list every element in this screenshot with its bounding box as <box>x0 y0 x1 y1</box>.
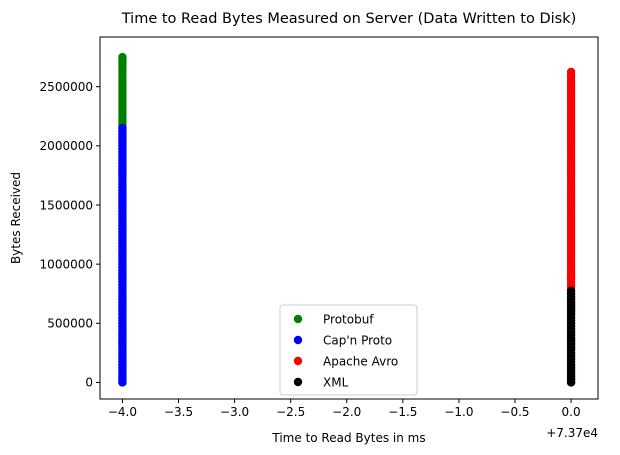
plot-frame <box>99 36 599 400</box>
chart-title: Time to Read Bytes Measured on Server (D… <box>121 11 577 27</box>
x-tick-label: 0.0 <box>562 405 581 419</box>
x-tick-label: −1.0 <box>444 405 473 419</box>
legend-marker <box>293 377 303 387</box>
data-point <box>566 67 576 77</box>
legend-item: Cap'n Proto <box>293 333 392 347</box>
series-xml <box>566 286 576 387</box>
y-axis-label: Bytes Received <box>9 172 23 264</box>
y-tick-label: 1000000 <box>40 257 93 271</box>
legend-marker <box>293 335 303 345</box>
data-points <box>118 52 576 387</box>
legend-item: Apache Avro <box>293 354 398 368</box>
legend-label: Apache Avro <box>323 354 398 368</box>
x-tick-label: −0.5 <box>500 405 529 419</box>
data-point <box>118 52 127 62</box>
x-tick-label: −2.5 <box>276 405 305 419</box>
data-point <box>566 286 576 295</box>
y-tick-label: 1500000 <box>40 198 93 212</box>
x-tick-label: −3.0 <box>220 405 249 419</box>
y-tick-label: 2000000 <box>40 139 93 153</box>
y-tick-label: 0 <box>85 376 93 390</box>
legend-label: Protobuf <box>323 312 374 326</box>
x-tick-label: −3.5 <box>164 405 193 419</box>
legend-box <box>279 304 418 396</box>
legend-item: Protobuf <box>293 312 374 326</box>
x-tick-label: −1.5 <box>388 405 417 419</box>
legend-marker <box>293 356 303 366</box>
legend: Protobuf Cap'n Proto Apache Avro XML <box>279 304 418 396</box>
x-axis-offset-label: +7.37e4 <box>546 426 598 440</box>
y-tick-label: 500000 <box>47 317 93 331</box>
legend-label: Cap'n Proto <box>323 333 392 347</box>
y-axis: 0 500000 1000000 1500000 2000000 2500000 <box>40 80 100 390</box>
legend-marker <box>293 314 303 324</box>
y-tick-label: 2500000 <box>40 80 93 94</box>
x-tick-label: −4.0 <box>108 405 137 419</box>
data-point <box>118 123 127 133</box>
x-tick-label: −2.0 <box>332 405 361 419</box>
legend-item: XML <box>293 375 349 389</box>
x-axis: −4.0 −3.5 −3.0 −2.5 −2.0 −1.5 −1.0 −0.5 0.0 <box>108 399 581 419</box>
x-axis-label: Time to Read Bytes in ms <box>271 431 425 445</box>
series-cap-n-proto <box>118 123 127 387</box>
legend-label: XML <box>323 375 349 389</box>
